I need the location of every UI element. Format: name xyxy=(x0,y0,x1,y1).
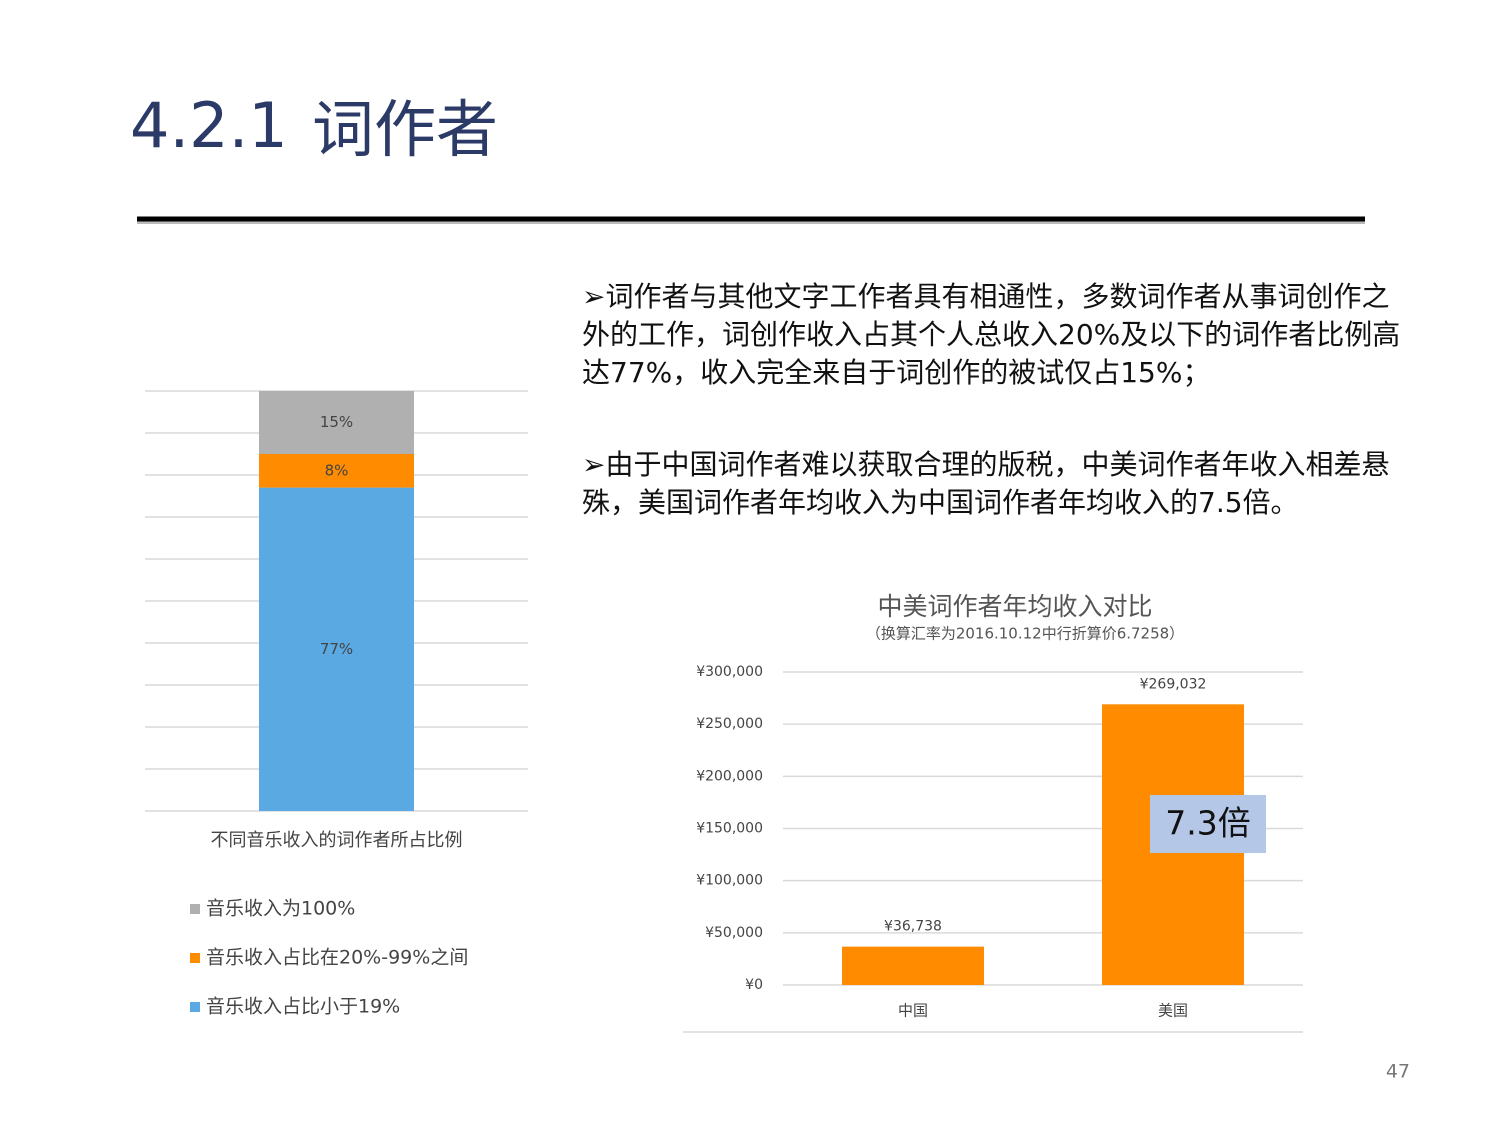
page-number: 47 xyxy=(1386,1061,1410,1083)
y-tick-label: ¥0 xyxy=(745,977,763,993)
data-label: ¥269,032 xyxy=(1140,676,1207,692)
x-tick-label: 美国 xyxy=(1158,1002,1188,1020)
y-tick-label: ¥150,000 xyxy=(696,821,763,837)
bar-segment xyxy=(259,487,414,811)
annotation-box xyxy=(1150,795,1266,853)
annotation: 7.3倍 xyxy=(1165,804,1250,843)
legend-swatch xyxy=(190,1002,200,1012)
legend-swatch xyxy=(190,953,200,963)
data-label: 8% xyxy=(325,461,349,479)
x-tick-label: 不同音乐收入的词作者所占比例 xyxy=(211,830,463,851)
legend-entry: 音乐收入占比在20%-99%之间 xyxy=(206,947,468,969)
bullet: 词作者与其他文字工作者具有相通性，多数词作者从事词创作之外的工作，词创作收入占其… xyxy=(582,278,1407,392)
data-label: 15% xyxy=(320,413,353,431)
y-tick-label: ¥200,000 xyxy=(696,768,763,784)
y-tick-label: ¥300,000 xyxy=(696,664,763,680)
y-tick-label: ¥250,000 xyxy=(696,716,763,732)
legend-entry: 音乐收入占比小于19% xyxy=(206,996,400,1018)
y-tick-label: ¥100,000 xyxy=(696,873,763,889)
section-number: 4.2.1 xyxy=(130,89,288,162)
bar-segment xyxy=(259,391,414,454)
bar-segment xyxy=(259,454,414,488)
data-label: 77% xyxy=(320,640,353,658)
data-label: ¥36,738 xyxy=(884,919,942,935)
bullet: 由于中国词作者难以获取合理的版税，中美词作者年收入相差悬殊，美国词作者年均收入为… xyxy=(582,446,1407,522)
chart-subtitle: （换算汇率为2016.10.12中行折算价6.7258） xyxy=(866,625,1184,643)
legend-entry: 音乐收入为100% xyxy=(206,898,355,920)
y-tick-label: ¥50,000 xyxy=(705,925,763,941)
x-tick-label: 中国 xyxy=(898,1002,928,1020)
legend-swatch xyxy=(190,904,200,914)
section-title: 词作者 xyxy=(312,93,498,166)
chart-title: 中美词作者年均收入对比 xyxy=(877,592,1152,621)
bar xyxy=(842,946,984,985)
